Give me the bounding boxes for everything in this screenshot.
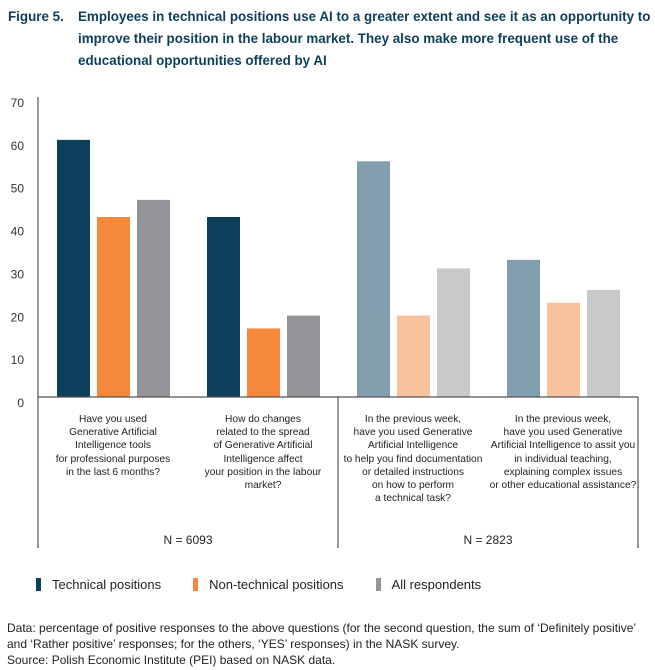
legend-item-technical: Technical positions: [36, 577, 161, 592]
bar-all-respondents-0: [137, 199, 170, 397]
y-tick-label: 30: [11, 267, 25, 281]
legend-swatch-technical: [36, 578, 41, 591]
figure-label: Figure 5.: [8, 9, 64, 24]
y-tick-label: 50: [11, 182, 25, 196]
legend-item-non-technical: Non-technical positions: [193, 577, 344, 592]
y-tick-label: 0: [17, 396, 24, 410]
bar-all-respondents-1: [287, 315, 320, 397]
bar-technical-positions-1: [207, 217, 240, 397]
x-category-label: Have you used Generative Artificial Inte…: [55, 414, 171, 478]
bar-all-respondents-2: [437, 268, 470, 397]
legend-label: Non-technical positions: [209, 577, 344, 592]
legend-swatch-all: [375, 578, 381, 591]
legend-label: Technical positions: [52, 577, 162, 592]
legend-label: All respondents: [391, 577, 482, 592]
y-tick-label: 20: [11, 310, 25, 324]
y-tick-label: 70: [11, 96, 25, 110]
bar-non-technical-positions-0: [97, 217, 130, 397]
legend-item-all: All respondents: [375, 577, 482, 592]
bar-technical-positions-0: [57, 139, 90, 397]
bar-technical-positions-3: [507, 259, 540, 397]
figure-title-text: Employees in technical positions use AI …: [78, 9, 651, 68]
bar-non-technical-positions-2: [397, 315, 430, 397]
x-category-label: How do changes related to the spread of …: [204, 414, 322, 492]
data-note: Data: percentage of positive responses t…: [7, 621, 636, 651]
x-category-label: In the previous week, have you used Gene…: [343, 414, 483, 505]
sample-size-label: N = 6093: [163, 533, 213, 547]
bar-non-technical-positions-3: [547, 302, 580, 397]
x-category-label: In the previous week, have you used Gene…: [489, 414, 637, 492]
bar-technical-positions-2: [357, 161, 390, 397]
source-note: Source: Polish Economic Institute (PEI) …: [7, 653, 336, 667]
y-tick-label: 40: [11, 225, 25, 239]
legend: Technical positions Non-technical positi…: [36, 577, 513, 592]
y-tick-label: 10: [11, 353, 25, 367]
bar-all-respondents-3: [587, 289, 620, 397]
y-tick-label: 60: [11, 139, 25, 153]
legend-swatch-non-technical: [193, 578, 199, 591]
sample-size-label: N = 2823: [463, 533, 513, 547]
figure-title: Figure 5. Employees in technical positio…: [8, 6, 653, 72]
bar-non-technical-positions-1: [247, 328, 280, 397]
bar-chart: 0 10 20 30 40 50 60 70: [11, 96, 639, 548]
